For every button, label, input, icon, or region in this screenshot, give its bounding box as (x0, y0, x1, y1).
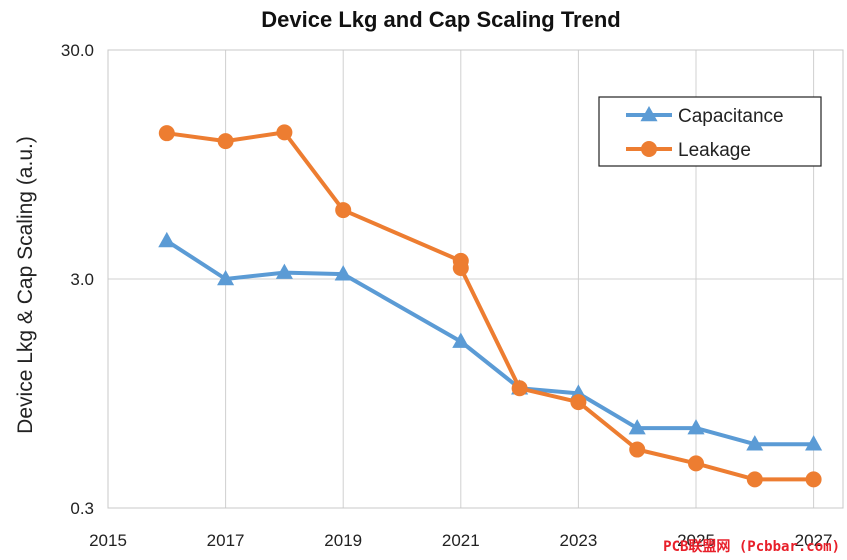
y-tick-labels: 0.3 3.0 30.0 (61, 41, 94, 518)
data-point (452, 260, 469, 277)
y-tick-label: 30.0 (61, 41, 94, 60)
legend-label: Capacitance (678, 106, 784, 127)
x-tick-label: 2023 (559, 531, 597, 550)
data-point (217, 133, 234, 150)
series-capacitance (158, 231, 823, 451)
data-point (805, 435, 823, 451)
y-axis-label: Device Lkg & Cap Scaling (a.u.) (14, 136, 37, 434)
series-layer (158, 124, 823, 488)
plot-area (107, 49, 844, 509)
data-point (335, 202, 352, 219)
x-tick-labels: 2015 2017 2019 2021 2023 2025 2027 (89, 531, 832, 550)
legend-label: Leakage (678, 140, 751, 161)
data-point (511, 380, 528, 397)
data-point (628, 419, 646, 435)
data-point (805, 471, 822, 488)
x-tick-label: 2019 (324, 531, 362, 550)
series-line (166, 130, 814, 482)
data-point (334, 265, 352, 281)
data-point (158, 125, 175, 142)
data-point (746, 435, 764, 451)
y-tick-label: 3.0 (70, 270, 94, 289)
legend-item-leakage: Leakage (626, 140, 751, 161)
data-point (688, 455, 704, 472)
legend: Capacitance Leakage (598, 96, 822, 167)
x-tick-label: 2015 (89, 531, 127, 550)
series-line (165, 239, 814, 447)
legend-box (598, 96, 822, 167)
data-point (452, 332, 470, 348)
data-point (629, 441, 646, 458)
x-tick-label: 2021 (442, 531, 480, 550)
legend-marker (640, 106, 658, 122)
series-leakage (158, 124, 822, 488)
chart-title: Device Lkg and Cap Scaling Trend (261, 7, 620, 32)
data-point (687, 419, 705, 435)
data-point (158, 231, 176, 248)
watermark-text: PCB联盟网 (Pcbbar.com) (663, 539, 840, 555)
data-point (746, 471, 763, 488)
x-tick-label: 2025 (677, 531, 715, 550)
x-tick-label: 2017 (207, 531, 245, 550)
data-point (275, 263, 293, 279)
data-point (217, 270, 235, 286)
legend-item-capacitance: Capacitance (626, 106, 784, 127)
data-point (276, 124, 293, 141)
x-tick-label: 2027 (795, 531, 833, 550)
data-point (570, 394, 587, 411)
legend-marker (641, 141, 657, 157)
y-tick-label: 0.3 (70, 499, 94, 518)
